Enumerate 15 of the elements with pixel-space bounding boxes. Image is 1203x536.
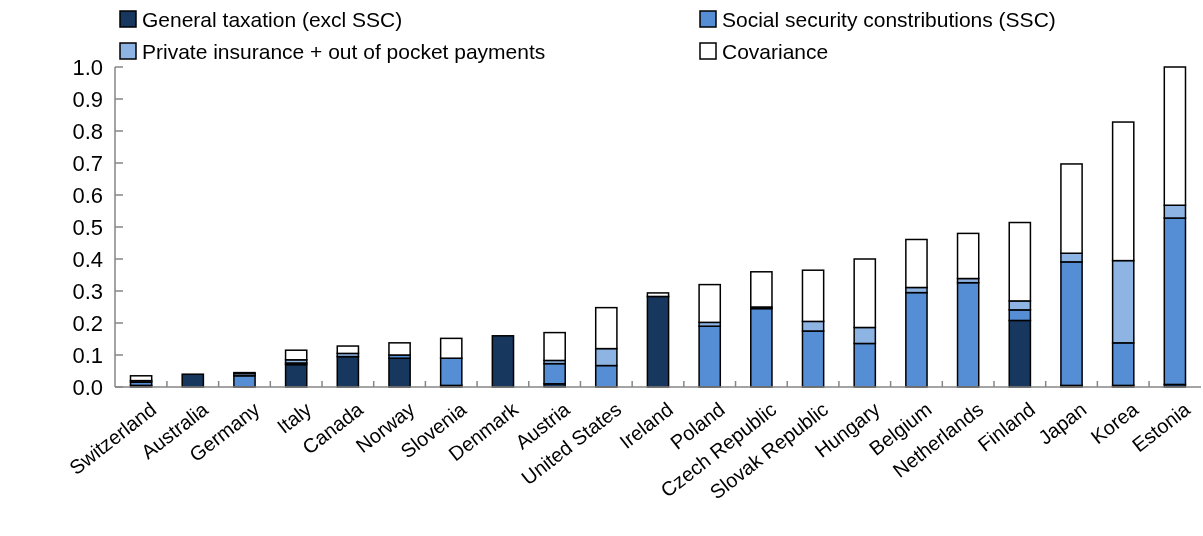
y-tick-label: 1.0 bbox=[72, 54, 103, 80]
y-tick-label: 0.1 bbox=[72, 342, 103, 368]
y-tick-label: 0.2 bbox=[72, 310, 103, 336]
legend-label: General taxation (excl SSC) bbox=[142, 8, 403, 32]
y-tick-label: 0.7 bbox=[72, 150, 103, 176]
y-tick-label: 0.0 bbox=[72, 374, 103, 400]
y-tick-label: 0.9 bbox=[72, 86, 103, 112]
legend-label: Covariance bbox=[722, 40, 829, 64]
legend-label: Private insurance + out of pocket payments bbox=[142, 40, 546, 64]
y-tick-label: 0.8 bbox=[72, 118, 103, 144]
y-tick-label: 0.3 bbox=[72, 278, 103, 304]
legend-label: Social security constributions (SSC) bbox=[722, 8, 1056, 32]
y-tick-label: 0.5 bbox=[72, 214, 103, 240]
y-tick-label: 0.4 bbox=[72, 246, 103, 272]
y-tick-label: 0.6 bbox=[72, 182, 103, 208]
